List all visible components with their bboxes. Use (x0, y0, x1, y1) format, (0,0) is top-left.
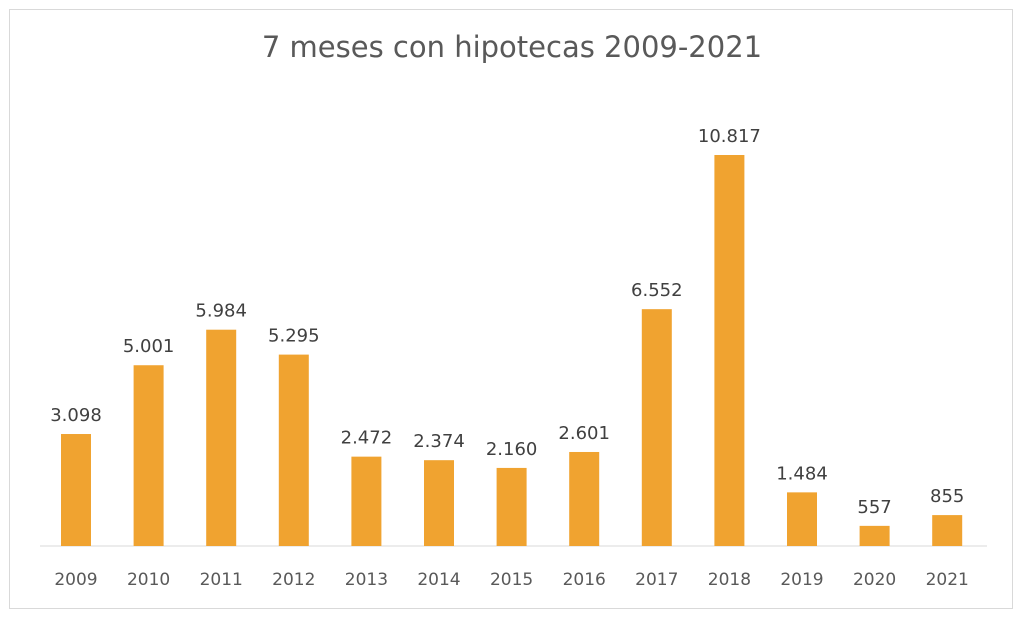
value-label-2020: 557 (857, 497, 891, 518)
value-label-2009: 3.098 (50, 405, 102, 426)
x-tick-label-2020: 2020 (853, 570, 896, 590)
bar-2017 (641, 309, 672, 546)
x-tick-label-2021: 2021 (926, 570, 969, 590)
x-tick-label-2016: 2016 (563, 570, 606, 590)
bar-2011 (206, 329, 237, 546)
bar-2010 (133, 365, 164, 546)
bar-2021 (932, 515, 963, 546)
value-label-2019: 1.484 (776, 463, 828, 484)
value-label-2011: 5.984 (195, 301, 247, 322)
value-label-2017: 6.552 (631, 280, 683, 301)
value-label-2015: 2.160 (486, 439, 538, 460)
value-label-2012: 5.295 (268, 326, 320, 347)
bar-2012 (278, 354, 309, 546)
x-tick-label-2017: 2017 (635, 570, 678, 590)
x-tick-label-2012: 2012 (272, 570, 315, 590)
x-tick-label-2011: 2011 (200, 570, 243, 590)
x-tick-label-2015: 2015 (490, 570, 533, 590)
value-label-2014: 2.374 (413, 431, 465, 452)
bar-2013 (351, 456, 382, 546)
value-label-2018: 10.817 (698, 126, 761, 147)
value-label-2021: 855 (930, 486, 964, 507)
x-tick-label-2014: 2014 (417, 570, 460, 590)
bar-2015 (496, 467, 527, 546)
x-tick-label-2013: 2013 (345, 570, 388, 590)
bar-2019 (787, 492, 817, 546)
chart-title: 7 meses con hipotecas 2009-2021 (261, 30, 763, 64)
bar-2016 (569, 451, 600, 546)
bar-2018 (714, 155, 745, 546)
bar-2009 (61, 434, 91, 546)
value-label-2016: 2.601 (558, 423, 610, 444)
x-tick-label-2018: 2018 (708, 570, 751, 590)
x-tick-label-2009: 2009 (54, 570, 97, 590)
x-tick-label-2010: 2010 (127, 570, 170, 590)
bar-2020 (859, 525, 890, 546)
x-tick-label-2019: 2019 (780, 570, 823, 590)
value-label-2010: 5.001 (123, 336, 175, 357)
value-label-2013: 2.472 (341, 428, 393, 449)
bar-2014 (424, 460, 454, 546)
